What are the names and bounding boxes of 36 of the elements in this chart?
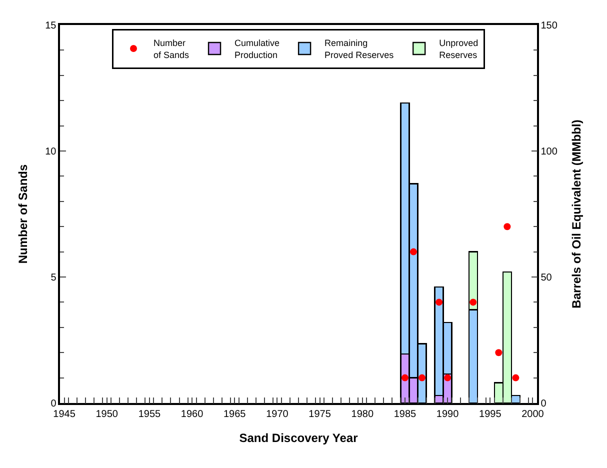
point: [504, 223, 511, 230]
y2-tick-label: 150: [540, 20, 558, 32]
x-tick-label: 1965: [223, 408, 246, 420]
point: [436, 298, 443, 306]
point: [410, 248, 417, 256]
y2-tick-label: 0: [540, 398, 547, 410]
legend-label: Remaining Proved Reserves: [324, 38, 394, 60]
x-tick-label: 1950: [96, 408, 118, 420]
legend-label: Unproved Reserves: [439, 38, 478, 60]
y-tick-label: 15: [45, 20, 57, 32]
point: [512, 374, 520, 382]
x-tick-label: 2000: [522, 408, 544, 420]
y2-axis-title: Barrels of Oil Equivalent (MMbbl): [569, 120, 584, 308]
y-tick-label: 0: [50, 398, 57, 410]
y2-tick-label: 50: [540, 272, 552, 284]
x-tick-label: 1990: [436, 408, 460, 420]
point: [444, 374, 452, 382]
y-tick-label: 5: [50, 272, 57, 284]
x-tick-label: 1980: [351, 408, 374, 420]
point: [470, 298, 477, 306]
x-tick-label: 1960: [180, 408, 204, 420]
y-axis-title: Number of Sands: [16, 164, 30, 264]
y-tick-label: 10: [45, 146, 57, 158]
x-tick-label: 1970: [266, 408, 289, 420]
x-tick-label: 1995: [479, 408, 502, 420]
y2-tick-label: 100: [540, 146, 558, 158]
x-tick-label: 1945: [53, 408, 76, 420]
x-axis-title: Sand Discovery Year: [239, 431, 358, 446]
x-tick-label: 1975: [308, 408, 332, 420]
legend-label: Number of Sands: [154, 38, 190, 60]
point: [495, 349, 502, 356]
point: [401, 374, 408, 382]
x-tick-label: 1985: [394, 408, 417, 420]
point: [418, 374, 426, 382]
x-tick-label: 1955: [138, 408, 161, 420]
legend-label: Cumulative Production: [234, 38, 280, 60]
